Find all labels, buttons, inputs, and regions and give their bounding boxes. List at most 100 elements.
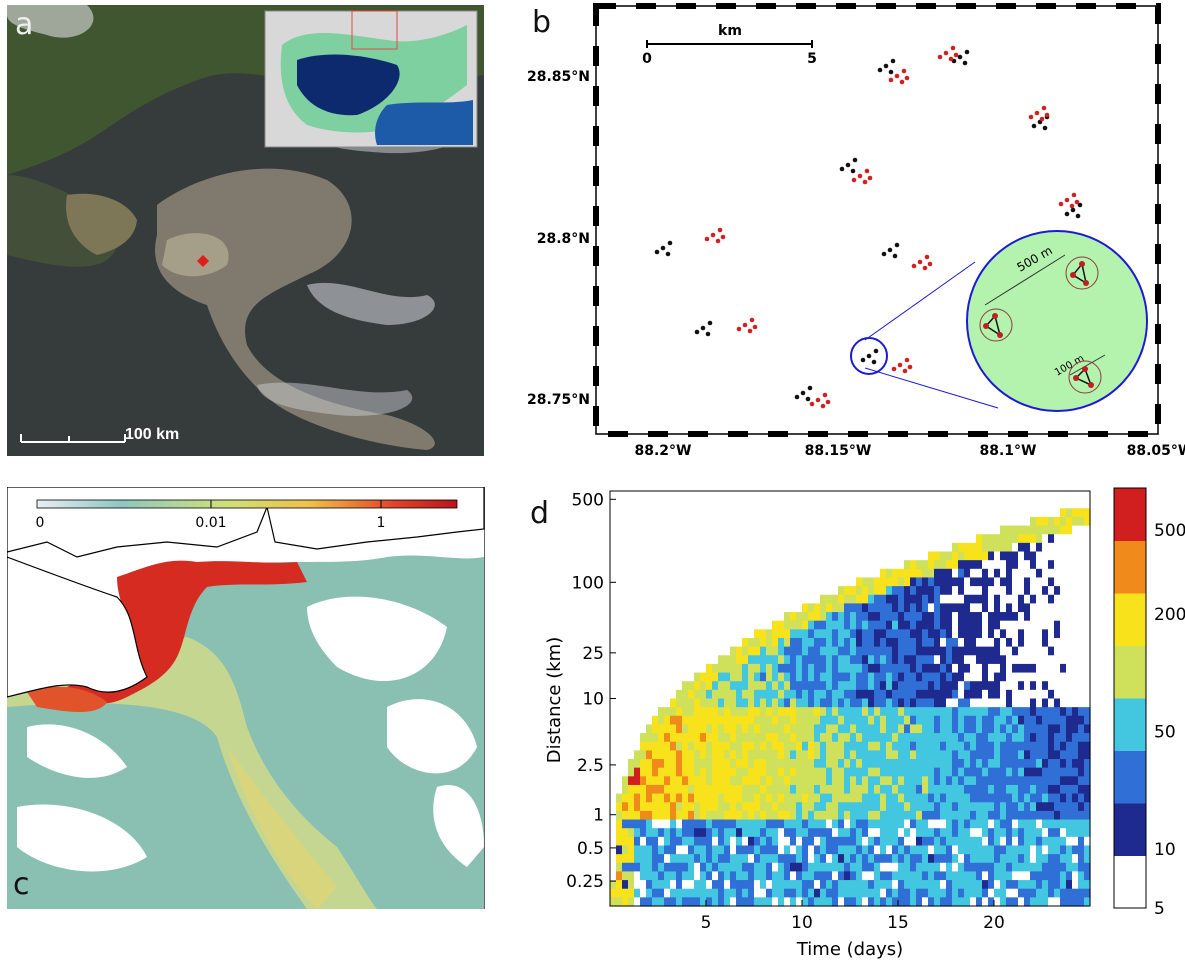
heatmap-cell (742, 715, 749, 726)
heatmap-cell (640, 888, 647, 898)
heatmap-cell (850, 880, 857, 890)
scale-bar (20, 434, 126, 443)
heatmap-cell (832, 707, 839, 717)
heatmap-cell (700, 836, 707, 847)
heatmap-cell (1018, 629, 1025, 639)
heatmap-cell (892, 802, 899, 812)
heatmap-cell (982, 594, 989, 604)
heatmap-cell (622, 871, 629, 881)
heatmap-cell (724, 655, 731, 665)
heatmap-cell (730, 759, 737, 769)
heatmap-cell (994, 767, 1001, 777)
heatmap-cell (886, 854, 893, 864)
heatmap-cell (1042, 534, 1049, 544)
heatmap-cell (742, 810, 749, 821)
heatmap-cell (784, 810, 791, 821)
heatmap-cell (688, 819, 695, 829)
heatmap-cell (994, 560, 1001, 570)
heatmap-cell (802, 810, 809, 821)
heatmap-cell (1018, 620, 1025, 630)
heatmap-cell (934, 612, 941, 622)
heatmap-cell (790, 724, 797, 734)
heatmap-cell (814, 681, 821, 691)
heatmap-cell (724, 888, 731, 898)
heatmap-cell (1012, 759, 1019, 769)
heatmap-cell (898, 836, 905, 847)
heatmap-cell (712, 750, 719, 760)
heatmap-cell (904, 577, 911, 587)
heatmap-cell (652, 802, 659, 812)
heatmap-cell (1078, 577, 1085, 587)
heatmap-cell (862, 637, 869, 648)
heatmap-cell (862, 594, 869, 604)
heatmap-cell (1030, 612, 1037, 622)
heatmap-cell (838, 810, 845, 821)
heatmap-cell (622, 784, 629, 795)
heatmap-cell (814, 603, 821, 613)
heatmap-cell (796, 828, 803, 838)
heatmap-cell (844, 888, 851, 898)
heatmap-cell (982, 707, 989, 717)
drifter-marker (950, 45, 956, 51)
heatmap-cell (922, 577, 929, 587)
heatmap-cell (1024, 741, 1031, 751)
heatmap-cell (886, 741, 893, 751)
heatmap-cell (862, 698, 869, 708)
heatmap-cell (982, 534, 989, 544)
heatmap-cell (970, 819, 977, 829)
heatmap-cell (910, 784, 917, 795)
heatmap-cell (838, 776, 845, 786)
heatmap-cell (958, 733, 965, 743)
heatmap-cell (1006, 707, 1013, 717)
heatmap-cell (862, 629, 869, 639)
heatmap-cell (748, 707, 755, 717)
heatmap-cell (1084, 741, 1091, 751)
heatmap-cell (844, 655, 851, 665)
heatmap-cell (826, 672, 833, 682)
heatmap-cell (1066, 525, 1073, 535)
heatmap-cell (808, 897, 815, 907)
heatmap-cell (760, 784, 767, 795)
heatmap-cell (838, 707, 845, 717)
heatmap-cell (964, 819, 971, 829)
drifter-marker (1031, 123, 1037, 129)
drifter-marker (891, 366, 897, 372)
heatmap-cell (694, 810, 701, 821)
heatmap-cell (1018, 646, 1025, 656)
heatmap-cell (844, 646, 851, 656)
heatmap-cell (1024, 767, 1031, 777)
heatmap-cell (1000, 612, 1007, 622)
heatmap-cell (952, 715, 959, 726)
heatmap-cell (934, 551, 941, 561)
heatmap-cell (952, 681, 959, 691)
heatmap-cell (748, 681, 755, 691)
heatmap-cell (1048, 663, 1055, 674)
heatmap-cell (664, 880, 671, 890)
heatmap-cell (748, 733, 755, 743)
heatmap-cell (946, 586, 953, 596)
heatmap-cell (928, 577, 935, 587)
heatmap-cell (1000, 560, 1007, 570)
heatmap-cell (718, 724, 725, 734)
heatmap-cell (922, 784, 929, 795)
heatmap-cell (1084, 759, 1091, 769)
heatmap-cell (904, 672, 911, 682)
heatmap-cell (724, 897, 731, 907)
heatmap-cell (868, 750, 875, 760)
heatmap-cell (862, 655, 869, 665)
heatmap-cell (934, 854, 941, 864)
heatmap-cell (1078, 698, 1085, 708)
heatmap-cell (796, 871, 803, 881)
heatmap-cell (1042, 646, 1049, 656)
heatmap-cell (790, 828, 797, 838)
heatmap-cell (808, 698, 815, 708)
heatmap-cell (1054, 836, 1061, 847)
heatmap-cell (628, 836, 635, 847)
heatmap-cell (646, 836, 653, 847)
heatmap-cell (706, 819, 713, 829)
heatmap-cell (910, 828, 917, 838)
heatmap-cell (730, 845, 737, 855)
heatmap-cell (1024, 534, 1031, 544)
heatmap-cell (868, 629, 875, 639)
heatmap-cell (730, 871, 737, 881)
